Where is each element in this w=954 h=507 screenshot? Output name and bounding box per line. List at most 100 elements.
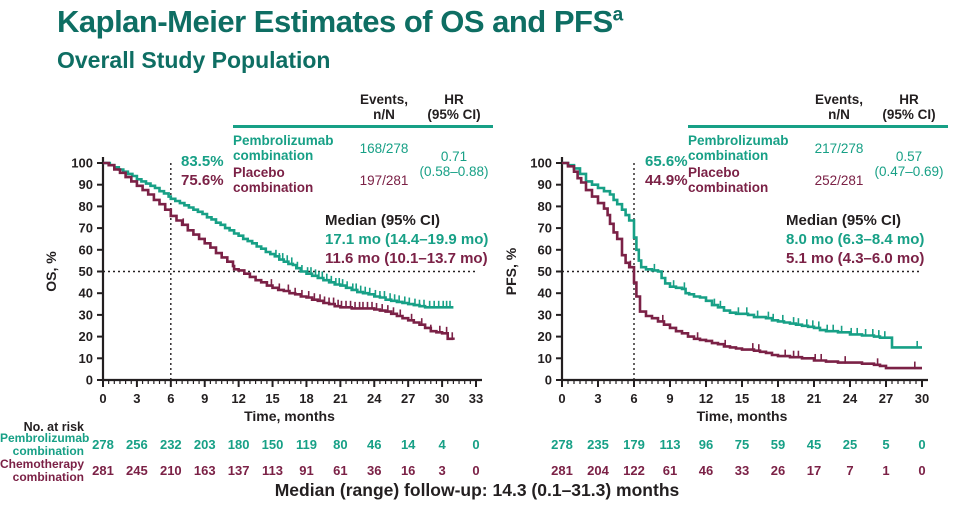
at-risk-value: 113 (262, 463, 284, 478)
x-tick-label: 27 (879, 391, 893, 406)
y-tick-label: 70 (538, 221, 552, 236)
pfs-6mo-rate-pembrolizumab: 65.6% (645, 153, 688, 170)
x-tick-label: 9 (201, 391, 208, 406)
axes-and-gridlines: 0 10 20 30 40 50 60 70 80 90 100 0 3 6 9 12 15 18 21 24 27 30… (43, 156, 483, 425)
at-risk-value: 179 (623, 437, 645, 452)
os-legend-table: Events, n/N HR (95% CI) Pembrolizumab co… (233, 92, 493, 196)
at-risk-value: 0 (472, 437, 480, 452)
y-tick-label: 50 (538, 264, 552, 279)
at-risk-value: 16 (400, 463, 416, 478)
y-tick-label: 90 (538, 177, 552, 192)
pembrolizumab-row-label: Pembrolizumab combination (688, 133, 789, 163)
at-risk-value: 4 (438, 437, 446, 452)
at-risk-value: 0 (918, 437, 926, 452)
x-tick-label: 12 (699, 391, 713, 406)
x-tick-label: 3 (133, 391, 140, 406)
at-risk-value: 281 (551, 463, 573, 478)
x-tick-label: 24 (367, 391, 382, 406)
y-tick-label: 100 (530, 156, 552, 171)
km-curve-placebo-combination (103, 161, 455, 341)
at-risk-value: 163 (193, 463, 216, 478)
at-risk-value: 278 (551, 437, 573, 452)
censor-marks-pembrolizumab-combination (275, 249, 451, 309)
y-tick-label: 20 (538, 329, 552, 344)
at-risk-value: 122 (623, 463, 645, 478)
at-risk-value: 203 (193, 437, 216, 452)
x-tick-label: 6 (630, 391, 637, 406)
at-risk-value: 25 (842, 437, 858, 452)
os-events-pembrolizumab: 168/278 (359, 140, 409, 156)
at-risk-value: 0 (472, 463, 480, 478)
pfs-6mo-rate-placebo: 44.9% (645, 172, 688, 189)
at-risk-value: 45 (806, 437, 822, 452)
y-tick-label: 80 (79, 199, 93, 214)
x-tick-label: 24 (843, 391, 858, 406)
at-risk-value: 245 (126, 463, 148, 478)
y-tick-label: 20 (79, 329, 93, 344)
at-risk-value: 17 (806, 463, 822, 478)
at-risk-value: 119 (295, 437, 317, 452)
x-tick-label: 9 (666, 391, 673, 406)
x-tick-label: 12 (231, 391, 245, 406)
y-tick-label: 70 (79, 221, 93, 236)
pfs-median-placebo: 5.1 mo (4.3–6.0 mo) (786, 250, 925, 267)
at-risk-value: 46 (698, 463, 714, 478)
at-risk-value: 204 (587, 463, 609, 478)
placebo-row-label: Placebo combination (233, 165, 314, 195)
legend-table-rule (233, 125, 493, 128)
y-tick-label: 40 (538, 286, 552, 301)
hr-column-header: HR (95% CI) (882, 92, 936, 122)
at-risk-value: 1 (882, 463, 890, 478)
at-risk-value: 5 (882, 437, 890, 452)
events-column-header: Events, n/N (814, 92, 864, 122)
x-tick-label: 21 (807, 391, 821, 406)
x-tick-label: 30 (915, 391, 929, 406)
at-risk-value: 137 (227, 463, 250, 478)
at-risk-value: 26 (770, 463, 786, 478)
y-tick-label: 30 (538, 307, 552, 322)
events-column-header: Events, n/N (359, 92, 409, 122)
os-hazard-ratio: 0.71 (0.58–0.88) (419, 149, 489, 179)
x-tick-label: 18 (299, 391, 313, 406)
page-title: Kaplan-Meier Estimates of OS and PFSa (57, 4, 623, 40)
pfs-median-block: Median (95% CI) 8.0 mo (6.3–8.4 mo) 5.1 … (786, 211, 924, 268)
at-risk-value: 33 (734, 463, 750, 478)
os-events-placebo: 197/281 (359, 172, 409, 188)
censor-marks-placebo-combination (629, 260, 916, 370)
y-tick-label: 40 (79, 286, 93, 301)
y-tick-label: 10 (538, 351, 552, 366)
y-tick-label: 100 (71, 156, 93, 171)
x-tick-label: 6 (167, 391, 174, 406)
y-axis-label: OS, % (43, 251, 59, 292)
km-curve-pembrolizumab-combination (103, 161, 454, 309)
at-risk-value: 256 (126, 437, 148, 452)
at-risk-value: 61 (333, 463, 348, 478)
at-risk-value: 75 (734, 437, 750, 452)
followup-footer: Median (range) follow-up: 14.3 (0.1–31.3… (274, 480, 680, 500)
censor-marks-pembrolizumab-combination (653, 263, 919, 349)
x-tick-label: 30 (435, 391, 449, 406)
y-tick-label: 60 (79, 242, 93, 257)
y-tick-label: 0 (86, 373, 93, 388)
y-tick-label: 60 (538, 242, 552, 257)
at-risk-label-chemotherapy: Chemotherapy combination (0, 457, 85, 484)
spacer (233, 92, 353, 122)
pfs-6mo-rates: 65.6% 44.9% (645, 152, 688, 190)
x-tick-label: 33 (469, 391, 483, 406)
pembrolizumab-row-label: Pembrolizumab combination (233, 133, 334, 163)
os-6mo-rates: 83.5% 75.6% (181, 152, 224, 190)
page-title-text: Kaplan-Meier Estimates of OS and PFS (57, 4, 613, 39)
os-median-pembrolizumab: 17.1 mo (14.4–19.9 mo) (325, 231, 489, 248)
pfs-median-pembrolizumab: 8.0 mo (6.3–8.4 mo) (786, 231, 925, 248)
y-tick-label: 50 (79, 264, 93, 279)
os-6mo-rate-placebo: 75.6% (181, 172, 224, 189)
x-tick-label: 0 (99, 391, 106, 406)
y-tick-label: 10 (79, 351, 93, 366)
at-risk-value: 278 (92, 437, 114, 452)
x-tick-label: 21 (333, 391, 347, 406)
at-risk-value: 14 (400, 437, 416, 452)
os-6mo-rate-pembrolizumab: 83.5% (181, 153, 224, 170)
at-risk-value: 210 (159, 463, 182, 478)
censor-marks-placebo-combination (182, 218, 454, 340)
at-risk-value: 150 (261, 437, 284, 452)
